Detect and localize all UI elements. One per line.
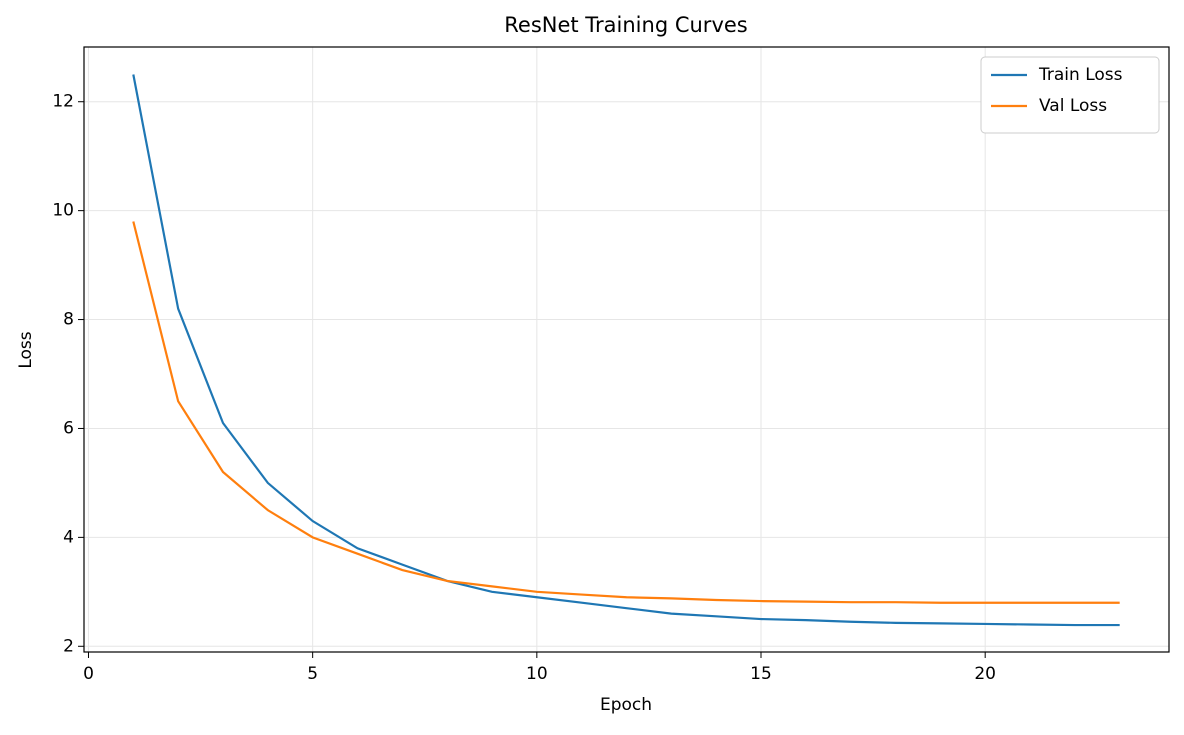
x-tick-label: 20 [974,664,996,684]
legend-label: Val Loss [1039,96,1107,116]
y-tick-label: 2 [63,636,74,656]
x-tick-label: 15 [750,664,772,684]
y-axis-label: Loss [16,331,36,368]
x-tick-label: 10 [526,664,548,684]
line-series [132,74,1120,627]
y-tick-label: 12 [52,92,74,112]
x-axis-label: Epoch [600,695,652,715]
x-tick-label: 5 [307,664,318,684]
legend-label: Train Loss [1038,65,1123,85]
y-tick-label: 6 [63,418,74,438]
y-tick-label: 10 [52,201,74,221]
line-series [132,221,1120,604]
plot-frame [83,46,1170,653]
y-tick-label: 4 [63,527,74,547]
chart-title: ResNet Training Curves [504,13,747,37]
y-tick-label: 8 [63,310,74,330]
x-tick-label: 0 [83,664,94,684]
